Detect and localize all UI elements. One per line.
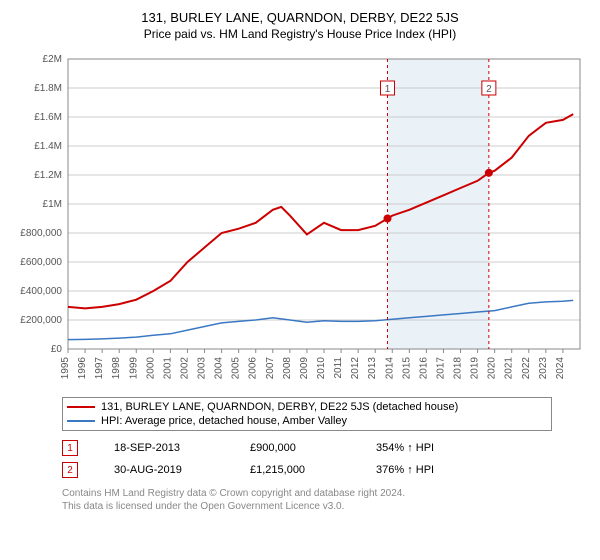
svg-text:2005: 2005 [231,357,242,380]
svg-text:£600,000: £600,000 [20,257,62,268]
sale-price: £1,215,000 [250,464,340,476]
svg-text:2018: 2018 [453,357,464,380]
sale-date: 18-SEP-2013 [114,442,214,454]
svg-text:2007: 2007 [265,357,276,380]
page-subtitle: Price paid vs. HM Land Registry's House … [12,27,588,41]
svg-text:2014: 2014 [384,357,395,380]
svg-text:2019: 2019 [470,357,481,380]
svg-text:1999: 1999 [128,357,139,380]
legend-item: 131, BURLEY LANE, QUARNDON, DERBY, DE22 … [67,400,547,414]
svg-text:2002: 2002 [179,357,190,380]
svg-text:1996: 1996 [77,357,88,380]
svg-text:2: 2 [486,84,492,95]
footnote-line: This data is licensed under the Open Gov… [62,500,588,513]
svg-text:1: 1 [385,84,391,95]
sale-price: £900,000 [250,442,340,454]
svg-text:2024: 2024 [555,357,566,380]
svg-text:2016: 2016 [418,357,429,380]
sale-row: 2 30-AUG-2019 £1,215,000 376% ↑ HPI [62,459,588,481]
sale-row: 1 18-SEP-2013 £900,000 354% ↑ HPI [62,437,588,459]
page-title: 131, BURLEY LANE, QUARNDON, DERBY, DE22 … [12,10,588,25]
svg-text:2017: 2017 [435,357,446,380]
svg-text:2023: 2023 [538,357,549,380]
svg-text:£400,000: £400,000 [20,286,62,297]
svg-text:2003: 2003 [197,357,208,380]
legend-label: HPI: Average price, detached house, Ambe… [101,415,347,427]
sale-hpi: 354% ↑ HPI [376,442,486,454]
sales-table: 1 18-SEP-2013 £900,000 354% ↑ HPI 2 30-AUG-20… [62,437,588,481]
svg-text:£800,000: £800,000 [20,228,62,239]
chart-legend: 131, BURLEY LANE, QUARNDON, DERBY, DE22 … [62,397,552,431]
svg-text:2012: 2012 [350,357,361,380]
svg-text:2004: 2004 [214,357,225,380]
svg-text:£0: £0 [51,344,63,355]
legend-label: 131, BURLEY LANE, QUARNDON, DERBY, DE22 … [101,401,458,413]
svg-text:£1.4M: £1.4M [34,141,62,152]
svg-text:1995: 1995 [60,357,71,380]
svg-text:1998: 1998 [111,357,122,380]
svg-text:1997: 1997 [94,357,105,380]
svg-text:2009: 2009 [299,357,310,380]
price-chart: £0 £200,000 £400,000 £600,000 £800,000 £1M £1.… [12,49,588,389]
svg-text:2006: 2006 [248,357,259,380]
svg-text:£1.2M: £1.2M [34,170,62,181]
svg-text:2001: 2001 [162,357,173,380]
svg-text:2011: 2011 [333,357,344,379]
legend-swatch [67,406,95,408]
svg-text:2000: 2000 [145,357,156,380]
svg-text:£200,000: £200,000 [20,315,62,326]
svg-text:£1.6M: £1.6M [34,112,62,123]
sale-hpi: 376% ↑ HPI [376,464,486,476]
legend-item: HPI: Average price, detached house, Ambe… [67,414,547,428]
svg-text:2021: 2021 [504,357,515,380]
svg-text:2008: 2008 [282,357,293,380]
svg-text:2013: 2013 [367,357,378,380]
legend-swatch [67,420,95,422]
sale-marker: 1 [62,440,78,456]
sale-marker: 2 [62,462,78,478]
svg-text:£1.8M: £1.8M [34,83,62,94]
svg-text:2015: 2015 [401,357,412,380]
footnote-line: Contains HM Land Registry data © Crown c… [62,487,588,500]
svg-text:2022: 2022 [521,357,532,380]
svg-text:2020: 2020 [487,357,498,380]
svg-text:£1M: £1M [43,199,62,210]
sale-date: 30-AUG-2019 [114,464,214,476]
svg-text:£2M: £2M [43,54,62,65]
svg-text:2010: 2010 [316,357,327,380]
footnote: Contains HM Land Registry data © Crown c… [62,487,588,513]
